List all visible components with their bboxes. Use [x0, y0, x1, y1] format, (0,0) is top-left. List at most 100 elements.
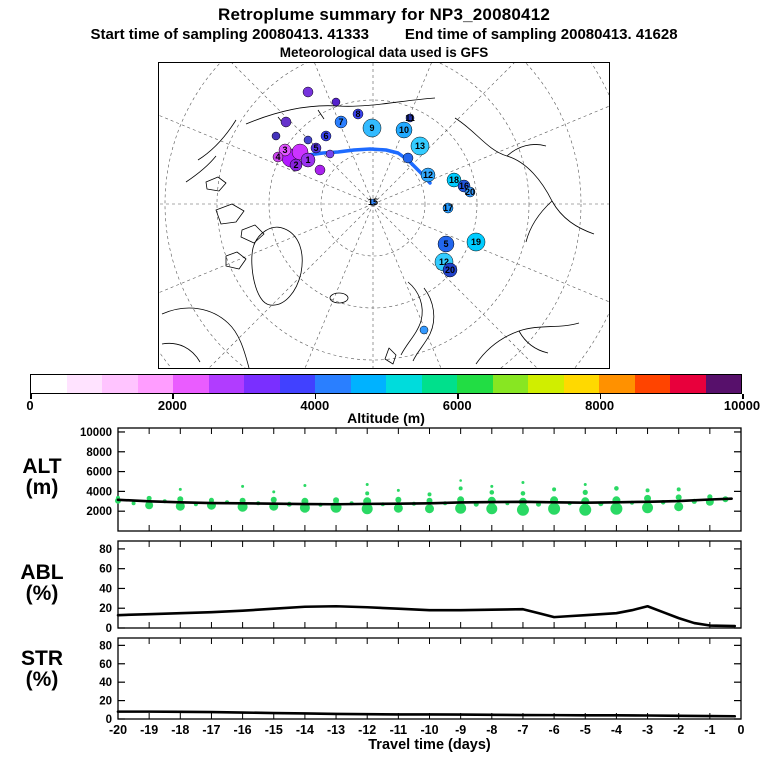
alt-scatter-dot [458, 486, 463, 491]
colorbar-tick [30, 394, 32, 399]
altitude-colorbar [30, 374, 742, 394]
marker-day-label: 12 [439, 257, 449, 267]
trajectory-marker [362, 118, 382, 138]
x-axis-tick-label: -20 [109, 723, 127, 737]
latitude-circle [164, 63, 582, 368]
marker-day-label: 19 [471, 237, 481, 247]
x-axis-title: Travel time (days) [368, 737, 491, 753]
marker-day-label: 10 [399, 125, 409, 135]
str-ytick-label: 80 [99, 640, 112, 652]
trajectory-marker [442, 202, 454, 214]
longitude-line [372, 203, 609, 303]
colorbar-tick-label: 2000 [157, 398, 187, 413]
abl-ytick-label: 40 [99, 583, 112, 595]
colorbar-segment [31, 375, 67, 393]
alt-scatter-dot [333, 497, 340, 504]
colorbar-segment [457, 375, 493, 393]
trajectory-marker [320, 130, 332, 142]
marker-day-label: 20 [465, 187, 475, 197]
trajectory-marker [334, 115, 348, 129]
alt-ytick-label: 4000 [86, 486, 112, 498]
colorbar-segment [244, 375, 280, 393]
trajectory-marker [271, 131, 281, 141]
str-ytick-label: 20 [99, 696, 112, 708]
trajectory-marker [310, 142, 322, 154]
alt-scatter-dot [674, 502, 684, 512]
alt-scatter-dot [486, 503, 498, 515]
alt-ytick-label: 2000 [86, 506, 112, 518]
str-ytick-label: 0 [106, 714, 112, 726]
marker-day-label: 18 [449, 175, 459, 185]
abl-ytick-label: 0 [106, 623, 112, 635]
alt-scatter-dot [177, 496, 184, 503]
colorbar-tick [314, 394, 317, 399]
alt-scatter-dot [644, 494, 652, 502]
alt-label-unit: (m) [25, 476, 59, 499]
alt-scatter-dot [131, 501, 136, 506]
alt-scatter-dot [145, 501, 154, 510]
x-axis-tick-label: 0 [738, 723, 745, 737]
colorbar-tick-labels: 0 2000 4000 6000 8000 10000 [26, 398, 760, 413]
coast-russia [454, 117, 595, 243]
colorbar-tick-label: 10000 [723, 398, 761, 413]
start-time-text: Start time of sampling 20080413. 41333 [90, 26, 369, 43]
trajectory-marker [420, 167, 436, 183]
marker-day-label: 4 [275, 152, 280, 162]
graticule-lines [159, 63, 609, 368]
colorbar-segment [599, 375, 635, 393]
x-axis-tick-label: -4 [611, 723, 622, 737]
map-frame [158, 62, 610, 369]
x-axis-tick-label: -3 [642, 723, 653, 737]
colorbar-tick [172, 394, 174, 399]
marker-day-label: 5 [443, 239, 448, 249]
alt-panel-frame [117, 427, 742, 532]
sampling-times-line: Start time of sampling 20080413. 41333 E… [0, 26, 768, 43]
marker-day-label: 6 [323, 131, 328, 141]
latitude-circle [320, 151, 426, 257]
longitude-line [159, 115, 374, 205]
colorbar-segment [279, 375, 315, 393]
coast-eurasia [475, 322, 580, 365]
x-axis-tick-label: -18 [171, 723, 189, 737]
alt-scatter-dot [270, 496, 277, 503]
end-time-text: End time of sampling 20080413. 41628 [404, 26, 678, 43]
trajectory-marker [278, 143, 292, 157]
latitude-circle [159, 63, 609, 368]
abl-ytick-label: 60 [99, 564, 112, 576]
trajectory-marker [369, 198, 377, 206]
longitude-line [304, 203, 374, 368]
abl-label-text: ABL [20, 561, 64, 584]
colorbar-segment [208, 375, 244, 393]
alt-scatter-dot [520, 491, 526, 496]
colorbar-title: Altitude (m) [347, 410, 425, 426]
trajectory-marker [466, 232, 486, 252]
x-axis-tick-label: -1 [704, 723, 715, 737]
longitude-line [372, 203, 538, 368]
colorbar-tick-label: 6000 [442, 398, 472, 413]
alt-scatter-dot [425, 504, 434, 514]
colorbar-segment [421, 375, 457, 393]
colorbar-tick-label: 4000 [300, 398, 330, 413]
trajectory-marker [325, 149, 335, 159]
trajectory-marker [410, 136, 430, 156]
x-axis-tick-label: -9 [455, 723, 466, 737]
alt-scatter-dot [396, 488, 400, 492]
marker-day-label: 1 [305, 155, 310, 165]
longitude-line [372, 63, 432, 205]
marker-day-label: 7 [338, 117, 343, 127]
alt-scatter-dot [241, 484, 245, 488]
alt-scatter-dot [614, 486, 619, 491]
alt-scatter-dot [581, 497, 590, 506]
alt-series-line [116, 497, 733, 506]
coast-scandinavia [400, 281, 435, 362]
x-axis-tick-label: -13 [327, 723, 345, 737]
alt-scatter-dot [146, 495, 152, 501]
x-axis-tick-label: -10 [420, 723, 438, 737]
x-axis-tick-label: -15 [265, 723, 283, 737]
alt-scatter-dot [303, 483, 307, 487]
longitude-line [372, 203, 442, 368]
alt-panel-label: ALT (m) [5, 456, 79, 498]
alt-label-text: ALT [22, 455, 62, 478]
longitude-line [372, 105, 609, 205]
